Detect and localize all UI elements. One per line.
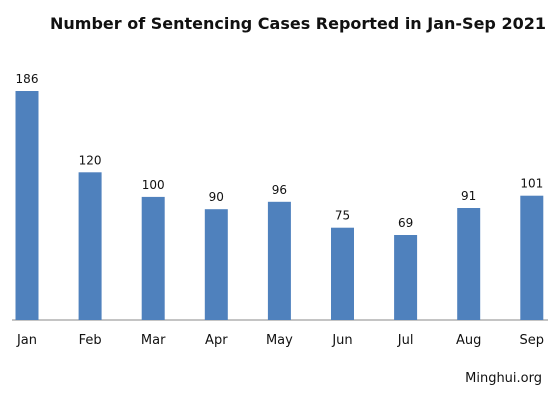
data-label-jan: 186 [16,72,39,86]
bar-sep [520,195,544,320]
chart-title: Number of Sentencing Cases Reported in J… [50,14,546,33]
source-credit: Minghui.org [465,371,542,386]
x-tick-label-apr: Apr [205,333,228,348]
bar-jan [15,91,39,320]
x-tick-label-aug: Aug [456,333,481,348]
bar-aug [457,208,481,320]
x-tick-label-may: May [266,333,293,348]
data-label-feb: 120 [79,153,102,167]
bar-may [267,201,291,320]
bar-apr [204,209,228,320]
x-tick-label-sep: Sep [520,333,545,348]
bar-jun [331,227,354,320]
x-tick-labels-group: Jan Feb Mar Apr May Jun Jul Aug Sep [16,333,544,348]
data-label-jun: 75 [335,209,350,223]
x-tick-label-jul: Jul [397,333,414,348]
x-tick-label-feb: Feb [79,333,102,348]
data-label-sep: 101 [520,177,543,191]
bar-jul [394,235,418,320]
bars-group [15,91,544,320]
data-label-mar: 100 [142,178,165,192]
bar-labels-group: 186 120 100 90 96 75 69 91 101 [16,72,544,230]
data-label-may: 96 [272,183,287,197]
data-label-jul: 69 [398,216,413,230]
data-label-aug: 91 [461,189,476,203]
x-tick-label-jan: Jan [16,333,37,348]
bar-mar [141,196,165,320]
data-label-apr: 90 [209,190,224,204]
x-tick-label-mar: Mar [141,333,166,348]
x-tick-label-jun: Jun [331,333,352,348]
bar-feb [78,172,102,320]
